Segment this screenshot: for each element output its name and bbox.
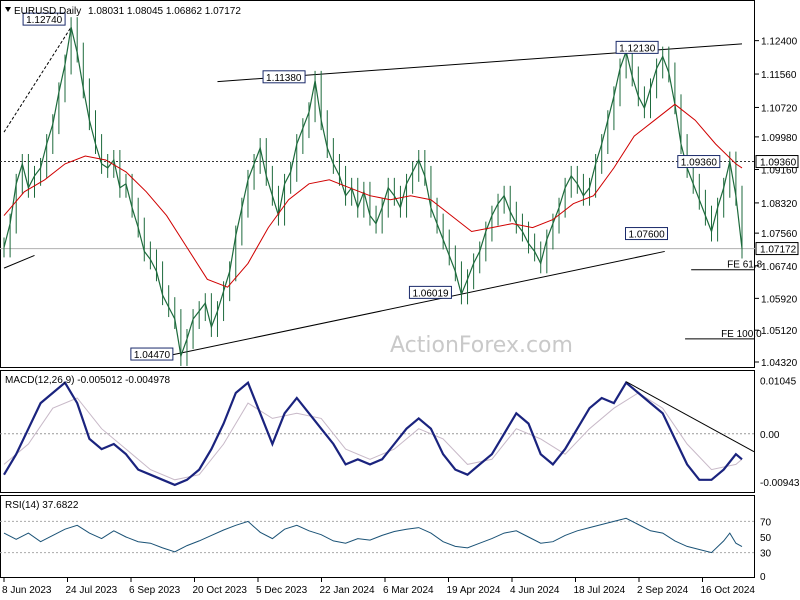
price-annotation-label: 1.07600	[629, 230, 666, 241]
rsi-axis-label: 70	[760, 517, 772, 528]
price-axis-label: 1.11560	[761, 70, 797, 81]
rsi-line	[3, 517, 743, 554]
fe-level-label: FE 61.8	[727, 260, 762, 271]
price-annotation-box	[408, 285, 452, 299]
price-annotation-label: 1.04470	[134, 350, 171, 361]
rsi-axis-label: 50	[760, 533, 772, 544]
moving-average-line	[3, 103, 743, 288]
price-axis-label: 1.08320	[761, 199, 798, 210]
price-annotation-box	[677, 155, 721, 169]
price-axis-label: 1.06740	[761, 262, 798, 273]
price-axis-label: 1.09980	[761, 133, 798, 144]
macd-panel	[0, 370, 755, 493]
watermark: ActionForex.com	[390, 333, 573, 358]
fe-level-label: FE 100.0	[721, 329, 762, 340]
price-annotation-box	[615, 40, 659, 54]
macd-axis-label: 0.01045	[760, 376, 797, 387]
macd-title: MACD(12,26,9) -0.005012 -0.004978	[5, 375, 171, 386]
x-axis-label: 18 Jul 2024	[574, 585, 626, 596]
rsi-axis-label: 30	[760, 549, 772, 560]
axis-layer: 1.12400 1.11560 1.10720 1.09980 1.09160 1.083…	[2, 37, 800, 596]
macd-signal-line	[3, 392, 743, 481]
dropdown-triangle-icon[interactable]	[5, 7, 11, 12]
x-axis-label: 16 Oct 2024	[701, 585, 756, 596]
price-panel	[0, 0, 755, 368]
price-layer: FE 61.8 FE 100.0 1.12740 1.11380 1.12130 1.09…	[0, 12, 763, 366]
macd-trendline	[625, 381, 755, 453]
price-axis-label: 1.10720	[761, 103, 798, 114]
macd-axis-label: -0.009435	[760, 478, 800, 489]
x-axis-label: 4 Jun 2024	[510, 585, 560, 596]
rsi-axis-label: 0	[760, 572, 766, 583]
symbol-label: EURUSD,Daily	[14, 6, 81, 17]
x-axis-label: 2 Sep 2024	[637, 585, 689, 596]
resistance-price-tag	[755, 155, 799, 169]
rsi-panel	[0, 495, 755, 578]
price-annotation-box	[22, 12, 66, 26]
trendline	[166, 250, 665, 357]
price-annotation-label: 1.12130	[619, 43, 656, 54]
price-annotation-box	[130, 347, 174, 361]
trendline	[3, 254, 35, 269]
rsi-layer	[0, 517, 755, 554]
price-annotation-label: 1.11380	[266, 73, 302, 84]
price-axis-label: 1.07560	[761, 229, 798, 240]
price-axis-label: 1.04320	[761, 358, 798, 369]
price-annotation-box	[262, 70, 306, 84]
price-axis-label: 1.12400	[761, 37, 798, 48]
x-axis-label: 6 Mar 2024	[383, 585, 434, 596]
price-annotation-label: 1.09360	[681, 158, 718, 169]
price-axis-label: 1.09160	[761, 166, 798, 177]
price-annotation-box	[625, 227, 669, 241]
x-axis-label: 8 Jun 2023	[2, 585, 52, 596]
ohlc-header: 1.08031 1.08045 1.06862 1.07172	[88, 6, 241, 17]
macd-axis-label: 0.00	[760, 430, 780, 441]
resistance-price-label: 1.09360	[760, 158, 797, 169]
x-axis-label: 5 Dec 2023	[256, 585, 308, 596]
trendline	[3, 26, 72, 133]
price-axis-label: 1.05120	[761, 326, 798, 337]
price-annotation-label: 1.06019	[412, 288, 449, 299]
x-axis-label: 22 Jan 2024	[320, 585, 375, 596]
price-annotation-label: 1.12740	[26, 15, 63, 26]
x-axis-label: 20 Oct 2023	[193, 585, 248, 596]
x-axis-label: 24 Jul 2023	[66, 585, 118, 596]
macd-line	[3, 380, 743, 487]
current-price-tag	[755, 242, 799, 256]
price-axis-label: 1.05920	[761, 294, 798, 305]
price-line	[3, 26, 743, 359]
x-axis-label: 19 Apr 2024	[447, 585, 501, 596]
x-axis-label: 6 Sep 2023	[129, 585, 181, 596]
rsi-title: RSI(14) 37.6822	[5, 500, 79, 511]
macd-layer	[0, 380, 755, 487]
current-price-label: 1.07172	[760, 245, 797, 256]
